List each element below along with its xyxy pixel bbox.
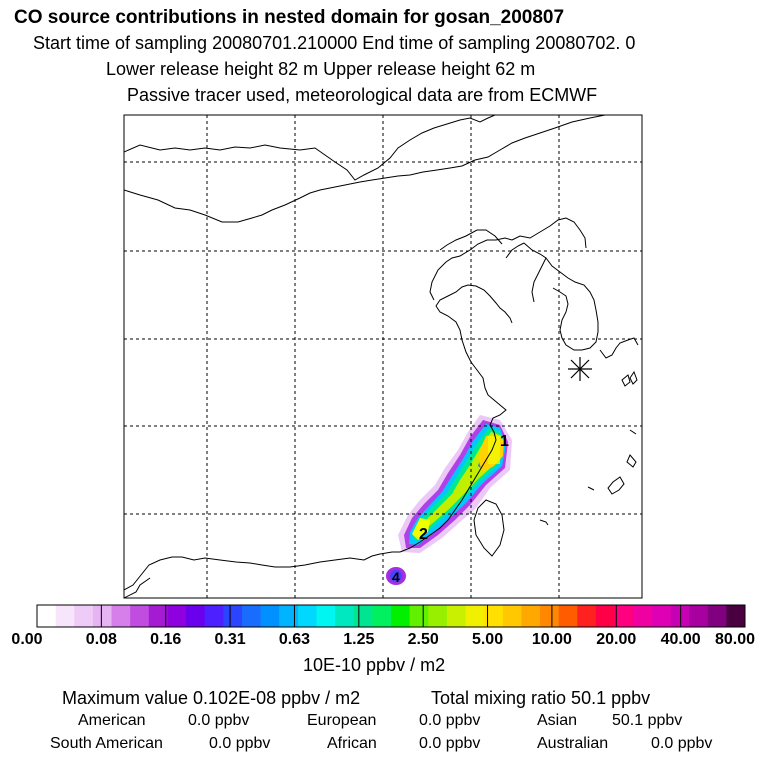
sampling-time: Start time of sampling 20080701.210000 E… (33, 33, 636, 53)
australian-value: 0.0 ppbv (651, 735, 713, 752)
african-value: 0.0 ppbv (419, 735, 481, 752)
south-american-value: 0.0 ppbv (209, 735, 271, 752)
colorbar-tick-label: 2.50 (407, 631, 439, 648)
colorbar-cell (540, 605, 560, 627)
colorbar-tick-label: 20.00 (596, 631, 637, 648)
colorbar-tick-label: 80.00 (714, 631, 756, 648)
colorbar-cell (502, 605, 522, 627)
max-value: Maximum value 0.102E-08 ppbv / m2 (62, 688, 361, 708)
colorbar-tick-label: 0.08 (85, 631, 117, 648)
colorbar-cell (204, 605, 224, 627)
colorbar-tick-label: 0.00 (11, 631, 43, 648)
lat-lon-grid (124, 115, 642, 598)
colorbar-cell (726, 605, 746, 627)
release-height: Lower release height 82 m Upper release … (106, 59, 536, 79)
colorbar-cell (335, 605, 355, 627)
colorbar-cell (279, 605, 299, 627)
colorbar-cell (260, 605, 280, 627)
colorbar-cell (372, 605, 392, 627)
colorbar-cell (558, 605, 578, 627)
colorbar-cell (409, 605, 429, 627)
colorbar-tick-label: 40.00 (660, 631, 701, 648)
colorbar-cell (55, 605, 75, 627)
colorbar-cell (130, 605, 150, 627)
american-label: American (78, 712, 146, 729)
colorbar-cell (37, 605, 57, 627)
colorbar-cell (353, 605, 373, 627)
colorbar-cell (92, 605, 113, 627)
marker-1: 1 (500, 433, 509, 450)
colorbar-tick-label: 0.63 (278, 631, 311, 648)
colorbar-cell (577, 605, 597, 627)
african-label: African (327, 735, 377, 752)
page-title: CO source contributions in nested domain… (14, 7, 565, 28)
colorbar-cell (391, 605, 411, 627)
colorbar-cell (595, 605, 616, 627)
asian-label: Asian (537, 712, 578, 729)
marker-4: 4 (392, 569, 400, 585)
colorbar-cell (186, 605, 206, 627)
colorbar-cell (148, 605, 168, 627)
colorbar-cell (707, 605, 727, 627)
coastlines (124, 115, 639, 598)
colorbar-tick-label: 1.25 (343, 631, 375, 648)
colorbar-cell (689, 605, 709, 627)
map-frame (123, 114, 643, 599)
american-value: 0.0 ppbv (188, 712, 250, 729)
colorbar-cell (223, 605, 243, 627)
colorbar-cell (614, 605, 634, 627)
colorbar-cell (465, 605, 485, 627)
australian-label: Australian (537, 735, 609, 752)
tracer-info: Passive tracer used, meteorological data… (127, 85, 598, 105)
receptor-asterisk-icon (568, 357, 592, 381)
colorbar-cell (316, 605, 336, 627)
colorbar-cell (111, 605, 131, 627)
colorbar-cell (521, 605, 541, 627)
colorbar-cell (241, 605, 262, 627)
colorbar-cell (484, 605, 504, 627)
colorbar-cell (74, 605, 94, 627)
colorbar-cell (633, 605, 653, 627)
colorbar-tick-label: 0.31 (214, 631, 246, 648)
colorbar-tick-label: 0.16 (150, 631, 182, 648)
european-value: 0.0 ppbv (419, 712, 481, 729)
colorbar-cell (297, 605, 317, 627)
colorbar-frame (36, 604, 746, 628)
colorbar-cell (428, 605, 448, 627)
colorbar-tick-label: 10.00 (531, 631, 572, 648)
colorbar-cell (167, 605, 187, 627)
colorbar-tick-label: 5.00 (471, 631, 504, 648)
asian-value: 50.1 ppbv (612, 712, 683, 729)
european-label: European (307, 712, 377, 729)
colorbar-units: 10E-10 ppbv / m2 (303, 655, 446, 675)
total-mixing-ratio: Total mixing ratio 50.1 ppbv (431, 688, 651, 708)
south-american-label: South American (50, 735, 163, 752)
colorbar-cell (651, 605, 671, 627)
marker-2: 2 (419, 526, 428, 543)
colorbar-cell (446, 605, 467, 627)
colorbar-cell (670, 605, 690, 627)
